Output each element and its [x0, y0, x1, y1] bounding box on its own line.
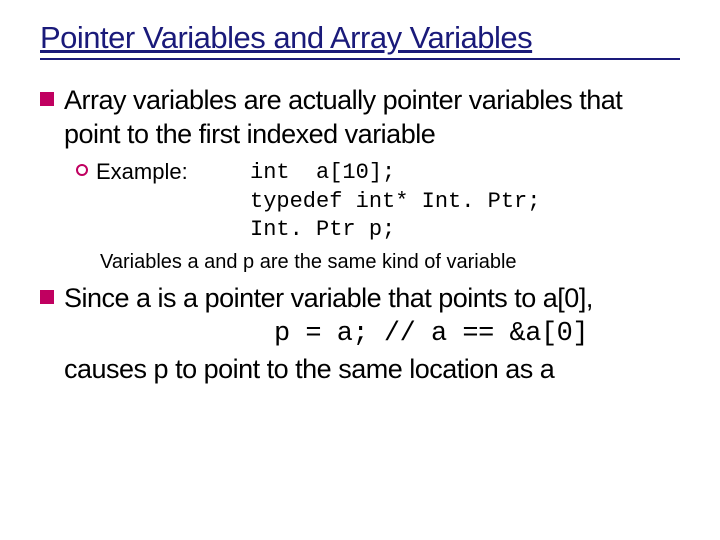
bullet-1-text: Array variables are actually pointer var…: [64, 84, 680, 152]
bullet-item-1: Array variables are actually pointer var…: [40, 84, 680, 152]
square-bullet-icon: [40, 92, 54, 106]
code-line-2: typedef int* Int. Ptr;: [250, 189, 540, 214]
bullet-3-text-post: causes p to point to the same location a…: [64, 354, 554, 384]
code-block: int a[10]; typedef int* Int. Ptr; Int. P…: [250, 159, 680, 245]
bullet-3-text-pre: Since a is a pointer variable that point…: [64, 283, 593, 313]
circle-bullet-icon: [76, 164, 88, 176]
slide-title: Pointer Variables and Array Variables: [40, 20, 680, 60]
bullet-3-text: Since a is a pointer variable that point…: [64, 282, 593, 387]
bullet-2-label: Example:: [96, 158, 188, 186]
code-line-1: int a[10];: [250, 160, 395, 185]
code-line-3: Int. Ptr p;: [250, 217, 395, 242]
bullet-item-3: Since a is a pointer variable that point…: [40, 282, 680, 387]
square-bullet-icon: [40, 290, 54, 304]
example-note: Variables a and p are the same kind of v…: [100, 251, 680, 274]
inline-code-line: p = a; // a == &a[0]: [274, 318, 593, 352]
slide: Pointer Variables and Array Variables Ar…: [0, 0, 720, 540]
